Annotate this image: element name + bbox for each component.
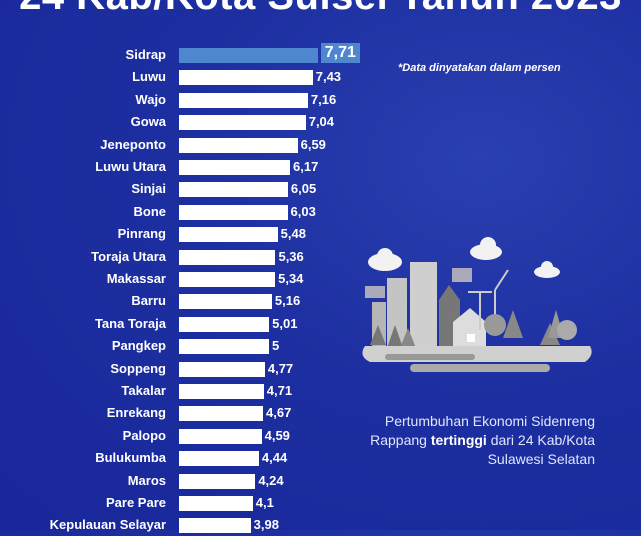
bar-row: Bulukumba 4,44 <box>0 449 420 469</box>
value-label: 6,17 <box>293 159 319 174</box>
value-label: 5,01 <box>272 315 298 331</box>
data-note: *Data dinyatakan dalam persen <box>398 62 561 74</box>
bar-row: Pare Pare 4,1 <box>0 494 420 514</box>
category-label: Wajo <box>135 91 166 107</box>
bar <box>179 272 276 287</box>
value-label: 5,16 <box>274 293 301 309</box>
caption-text-end: dari 24 Kab/Kota Sulawesi Selatan <box>486 432 595 467</box>
value-label: 4,67 <box>266 405 292 421</box>
bar <box>179 249 276 265</box>
bar <box>179 70 313 86</box>
bar-row: Pangkep 5 <box>0 337 420 357</box>
bar <box>179 473 256 489</box>
value-label: 7,16 <box>310 91 337 107</box>
bar <box>179 384 264 399</box>
bar-row: Barru 5,16 <box>0 292 420 312</box>
category-label: Makassar <box>106 271 166 286</box>
bar <box>179 137 298 153</box>
category-label: Gowa <box>130 114 166 130</box>
bar-row: Toraja Utara 5,36 <box>0 248 420 268</box>
bar <box>179 182 288 198</box>
category-label: Jeneponto <box>100 136 166 152</box>
bar <box>179 496 253 511</box>
category-label: Kepulauan Selayar <box>49 517 166 533</box>
category-label: Luwu <box>132 69 166 85</box>
value-label: 5,48 <box>280 226 306 242</box>
bar-row: Makassar 5,34 <box>0 270 420 290</box>
category-label: Takalar <box>121 383 166 398</box>
category-label: Bone <box>133 203 167 219</box>
bar-row: Sinjai 6,05 <box>0 180 420 200</box>
category-label: Soppeng <box>110 360 166 376</box>
category-label: Toraja Utara <box>91 248 166 264</box>
caption: Pertumbuhan Ekonomi Sidenreng Rappang te… <box>355 412 595 469</box>
bar-row: Wajo 7,16 <box>0 91 420 111</box>
bar-row: Sidrap 7,71 <box>0 43 420 66</box>
value-label: 7,04 <box>308 114 335 130</box>
bar-row: Kepulauan Selayar 3,98 <box>0 516 420 536</box>
chart-title: 24 Kab/Kota Sulsel Tahun 2023 <box>0 0 641 19</box>
value-label: 5,34 <box>278 271 304 286</box>
category-label: Bulukumba <box>95 450 166 466</box>
bar <box>179 406 264 422</box>
value-label: 6,59 <box>300 136 326 152</box>
value-label: 7,43 <box>315 69 342 85</box>
value-label: 7,71 <box>320 43 360 63</box>
category-label: Palopo <box>122 427 166 443</box>
category-label: Pinrang <box>117 226 166 242</box>
bar-row: Enrekang 4,67 <box>0 404 420 424</box>
bar-row: Bone 6,03 <box>0 203 420 223</box>
value-label: 6,05 <box>290 181 317 197</box>
bar <box>179 451 259 467</box>
category-label: Pare Pare <box>106 495 166 510</box>
bar <box>179 160 291 175</box>
bar-row: Gowa 7,04 <box>0 113 420 133</box>
value-label: 4,44 <box>261 450 288 466</box>
value-label: 3,98 <box>253 517 279 533</box>
bar <box>179 204 288 220</box>
bar <box>179 518 251 534</box>
value-label: 5,36 <box>278 248 304 264</box>
bar-row: Maros 4,24 <box>0 472 420 492</box>
value-label: 5 <box>272 338 280 354</box>
bar <box>179 48 318 63</box>
bar <box>179 92 308 108</box>
value-label: 4,24 <box>258 472 284 488</box>
value-label: 4,77 <box>267 360 294 376</box>
category-label: Maros <box>127 472 166 488</box>
bar-row: Takalar 4,71 <box>0 382 420 402</box>
bar-row: Jeneponto 6,59 <box>0 136 420 156</box>
bar <box>179 227 278 243</box>
value-label: 4,59 <box>264 427 290 443</box>
category-label: Sinjai <box>131 181 166 197</box>
category-label: Pangkep <box>111 338 166 354</box>
caption-text: Pertumbuhan Ekonomi Sidenreng Rappang <box>370 413 595 448</box>
bar-row: Palopo 4,59 <box>0 427 420 447</box>
bar-row: Luwu Utara 6,17 <box>0 158 420 178</box>
bar <box>179 428 262 444</box>
value-label: 4,1 <box>255 495 274 510</box>
bar <box>179 361 265 377</box>
value-label: 4,71 <box>266 383 293 398</box>
bar-row: Pinrang 5,48 <box>0 225 420 245</box>
bar <box>179 316 270 332</box>
category-label: Barru <box>131 293 166 309</box>
category-label: Enrekang <box>106 405 166 421</box>
bar-row: Luwu 7,43 <box>0 68 420 88</box>
category-label: Sidrap <box>125 47 166 62</box>
value-label: 6,03 <box>290 203 316 219</box>
bar <box>179 294 272 310</box>
category-label: Luwu Utara <box>95 159 166 174</box>
bar <box>179 339 269 355</box>
city-illustration-icon <box>362 237 592 372</box>
category-label: Tana Toraja <box>94 315 166 331</box>
bar-row: Soppeng 4,77 <box>0 360 420 380</box>
caption-highlight: tertinggi <box>430 432 487 448</box>
bar <box>179 115 306 131</box>
bar-row: Tana Toraja 5,01 <box>0 315 420 335</box>
